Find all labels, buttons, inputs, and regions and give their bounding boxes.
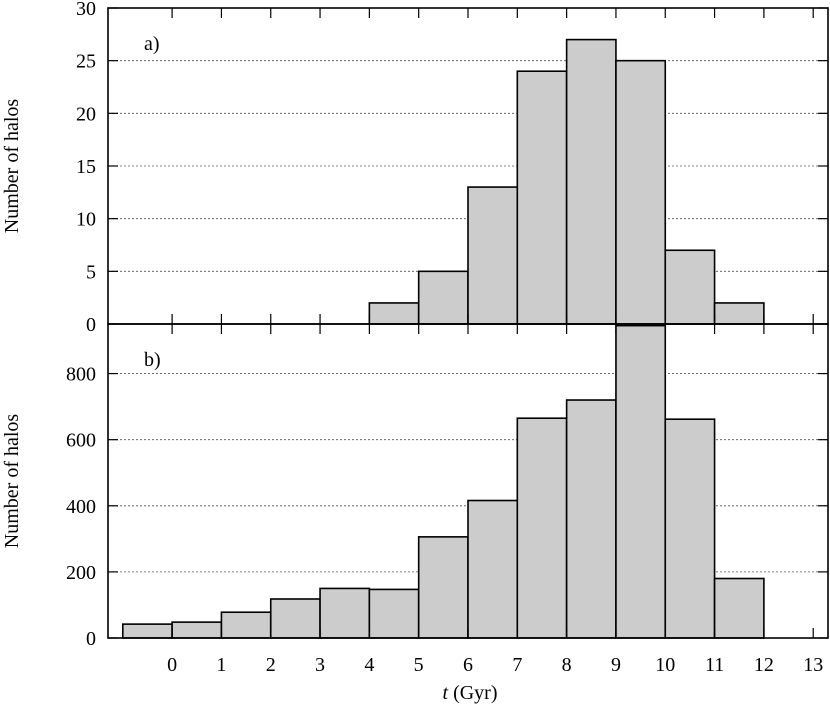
histogram-bar xyxy=(368,588,420,639)
y-tick-label: 600 xyxy=(66,430,96,452)
x-tick-label: 6 xyxy=(463,654,473,676)
y-tick-label: 0 xyxy=(86,314,96,336)
y-axis-label: Number of halos xyxy=(1,414,23,549)
histogram-bar xyxy=(615,59,667,325)
y-tick-label: 20 xyxy=(76,103,96,125)
histogram-bar xyxy=(467,186,519,325)
x-tick-label: 2 xyxy=(266,654,276,676)
y-tick-label: 15 xyxy=(76,156,96,178)
histogram-bar xyxy=(319,587,371,639)
histogram-bar xyxy=(615,324,667,639)
x-tick-label: 8 xyxy=(562,654,572,676)
panel-label: b) xyxy=(144,349,161,371)
histogram-bar xyxy=(121,623,173,639)
x-axis-label-unit: (Gyr) xyxy=(448,682,497,704)
y-tick-label: 400 xyxy=(66,496,96,518)
x-tick-label: 0 xyxy=(167,654,177,676)
y-tick-label: 5 xyxy=(86,261,96,283)
histogram-bar xyxy=(565,38,617,325)
x-axis-label: t (Gyr) xyxy=(443,682,498,704)
x-axis-label-symbol: t xyxy=(443,682,449,704)
y-axis-label: Number of halos xyxy=(1,99,23,234)
x-tick-label: 5 xyxy=(414,654,424,676)
panel-a: 0 5 10 15 20 25 30 a) Number of halos xyxy=(1,0,829,336)
x-tick-label: 10 xyxy=(655,654,675,676)
histogram-bar xyxy=(516,70,568,325)
x-tick-label: 11 xyxy=(705,654,724,676)
x-tick-label: 9 xyxy=(611,654,621,676)
y-tick-label: 30 xyxy=(76,0,96,20)
histogram-bar xyxy=(220,611,272,639)
y-tick-label: 0 xyxy=(86,628,96,650)
histogram-bar xyxy=(664,418,716,639)
x-tick-label: 13 xyxy=(803,654,823,676)
y-tick-label: 200 xyxy=(66,562,96,584)
histogram-bar xyxy=(269,598,321,639)
histogram-bar xyxy=(713,302,765,325)
panel-label: a) xyxy=(144,33,160,55)
x-tick-label: 7 xyxy=(512,654,522,676)
histogram-bar xyxy=(516,417,568,639)
histogram-bar xyxy=(565,399,617,639)
histogram-bar xyxy=(417,536,469,639)
x-tick-label: 4 xyxy=(364,654,374,676)
x-tick-label: 3 xyxy=(315,654,325,676)
histogram-bar xyxy=(417,270,469,325)
y-tick-label: 10 xyxy=(76,209,96,231)
y-tick-label: 25 xyxy=(76,51,96,73)
histogram-bar xyxy=(171,621,223,639)
histogram-bar xyxy=(368,302,420,325)
x-tick-label: 12 xyxy=(754,654,774,676)
y-tick-label: 800 xyxy=(66,364,96,386)
histogram-bar xyxy=(664,249,716,325)
x-tick-label: 1 xyxy=(216,654,226,676)
histogram-bar xyxy=(467,499,519,639)
histogram-bar xyxy=(713,577,765,639)
